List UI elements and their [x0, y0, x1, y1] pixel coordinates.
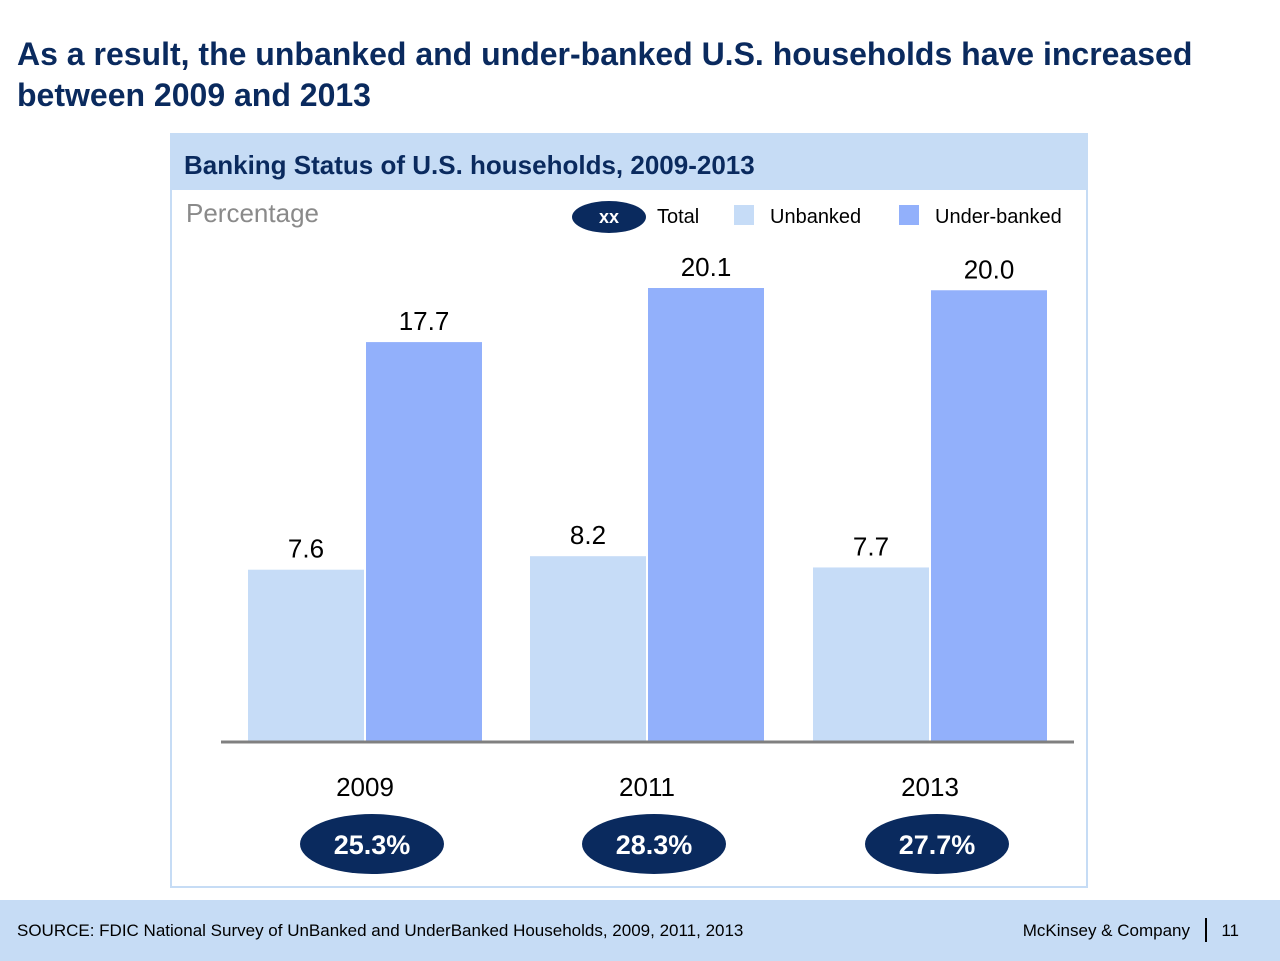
bar-unbanked-2009 [248, 569, 364, 741]
bar-unbanked-2011 [530, 556, 646, 741]
slide-title: As a result, the unbanked and under-bank… [17, 36, 1193, 113]
legend-label-under-banked: Under-banked [935, 206, 1062, 228]
data-label-unbanked-2009: 7.6 [288, 534, 324, 564]
footer-company: McKinsey & Company [1022, 921, 1190, 940]
footer-page-number: 11 [1221, 921, 1239, 940]
data-label-under-banked-2009: 17.7 [399, 306, 450, 336]
bar-unbanked-2013 [813, 567, 929, 741]
legend-total-marker: xx [572, 201, 646, 233]
total-oval-2013 [865, 814, 1009, 874]
data-label-unbanked-2011: 8.2 [570, 520, 606, 550]
bar-under-banked-2011 [648, 288, 764, 741]
data-label-unbanked-2013: 7.7 [853, 531, 889, 561]
data-label-under-banked-2013: 20.0 [964, 254, 1015, 284]
y-axis-unit-label: Percentage [186, 198, 319, 228]
x-tick-label-2011: 2011 [619, 772, 675, 802]
legend-total-label: Total [657, 206, 700, 228]
footer: SOURCE: FDIC National Survey of UnBanked… [0, 900, 1280, 961]
bar-chart: 7.6 17.7 2009 25.3% 8.2 20.1 2011 28.3% 7.7 20.0 2… [221, 252, 1074, 874]
footer-separator [1205, 918, 1207, 942]
legend-label-unbanked: Unbanked [770, 206, 862, 228]
chart-title: Banking Status of U.S. households, 2009-… [184, 150, 755, 180]
footer-source: SOURCE: FDIC National Survey of UnBanked… [17, 921, 744, 940]
legend-swatch-unbanked [734, 205, 754, 225]
total-label-2009: 25.3% [334, 830, 411, 860]
total-oval-2009 [300, 814, 444, 874]
x-tick-label-2009: 2009 [336, 772, 394, 802]
total-label-2011: 28.3% [616, 830, 693, 860]
total-label-2013: 27.7% [899, 830, 976, 860]
chart-header: Banking Status of U.S. households, 2009-… [172, 135, 1086, 190]
bar-under-banked-2009 [366, 342, 482, 741]
data-label-under-banked-2011: 20.1 [681, 252, 732, 282]
x-tick-label-2013: 2013 [901, 772, 959, 802]
chart-panel: Banking Status of U.S. households, 2009-… [170, 133, 1088, 888]
chart-legend: xx Total Unbanked Under-banked [172, 201, 1086, 233]
total-oval-2011 [582, 814, 726, 874]
bar-under-banked-2013 [931, 290, 1047, 741]
legend-swatch-under-banked [899, 205, 919, 225]
